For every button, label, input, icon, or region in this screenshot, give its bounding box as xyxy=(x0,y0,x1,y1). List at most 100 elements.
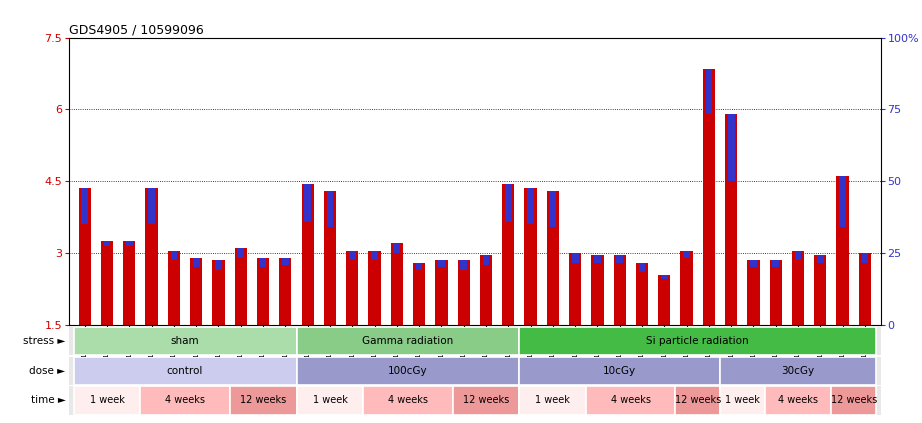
Bar xyxy=(297,386,363,415)
Bar xyxy=(74,327,297,355)
Text: dose ►: dose ► xyxy=(30,366,65,376)
Bar xyxy=(435,260,447,325)
Bar xyxy=(372,251,378,260)
Bar xyxy=(369,251,381,325)
Text: 12 weeks: 12 weeks xyxy=(831,396,877,405)
Bar xyxy=(100,241,113,325)
Bar xyxy=(282,258,289,265)
Bar xyxy=(569,253,581,325)
Bar xyxy=(257,258,269,325)
Bar xyxy=(148,188,155,224)
Text: 10cGy: 10cGy xyxy=(603,366,636,376)
Bar xyxy=(817,255,823,263)
Bar xyxy=(140,386,230,415)
Bar xyxy=(836,176,849,325)
Text: 1 week: 1 week xyxy=(536,396,571,405)
Text: GDS4905 / 10599096: GDS4905 / 10599096 xyxy=(69,24,204,36)
Bar xyxy=(460,260,467,270)
Text: 12 weeks: 12 weeks xyxy=(240,396,286,405)
Bar xyxy=(527,188,534,224)
Bar xyxy=(502,184,514,325)
Bar xyxy=(505,184,512,222)
Bar xyxy=(764,386,832,415)
Bar xyxy=(636,263,648,325)
Bar xyxy=(193,258,199,267)
Bar xyxy=(326,191,334,227)
Bar xyxy=(171,251,177,260)
Bar xyxy=(438,260,444,267)
Bar xyxy=(190,258,202,325)
Bar xyxy=(453,386,519,415)
Bar xyxy=(81,188,89,224)
Bar xyxy=(519,386,586,415)
Bar xyxy=(720,357,876,385)
Bar xyxy=(237,248,244,258)
Text: stress ►: stress ► xyxy=(23,336,65,346)
Bar xyxy=(301,184,313,325)
Bar xyxy=(74,386,140,415)
Bar xyxy=(297,357,519,385)
Bar xyxy=(639,263,645,272)
Bar xyxy=(215,260,222,270)
Bar xyxy=(586,386,676,415)
Bar xyxy=(725,114,738,325)
Bar xyxy=(858,253,871,325)
Text: 1 week: 1 week xyxy=(89,396,124,405)
Bar xyxy=(74,357,297,385)
Bar xyxy=(124,241,136,325)
Bar xyxy=(230,386,297,415)
Bar xyxy=(770,260,782,325)
Bar xyxy=(680,251,692,325)
Bar xyxy=(839,176,846,227)
Bar xyxy=(751,260,757,267)
Bar xyxy=(146,188,158,325)
Bar xyxy=(324,191,337,325)
Bar xyxy=(297,327,519,355)
Bar xyxy=(413,263,425,325)
Bar xyxy=(260,258,266,267)
Text: 30cGy: 30cGy xyxy=(782,366,815,376)
Text: 4 weeks: 4 weeks xyxy=(778,396,818,405)
Bar xyxy=(795,251,801,260)
Bar xyxy=(394,244,400,253)
Bar xyxy=(773,260,779,267)
Bar xyxy=(613,255,626,325)
Bar xyxy=(304,184,311,222)
Text: 4 weeks: 4 weeks xyxy=(165,396,205,405)
Bar xyxy=(591,255,604,325)
Bar xyxy=(861,253,869,263)
Bar xyxy=(457,260,470,325)
Bar xyxy=(572,253,578,263)
Bar xyxy=(676,386,720,415)
Bar xyxy=(103,241,111,246)
Bar xyxy=(349,251,356,260)
Text: 12 weeks: 12 weeks xyxy=(675,396,721,405)
Bar xyxy=(78,188,91,325)
Bar xyxy=(550,191,556,227)
Text: 100cGy: 100cGy xyxy=(388,366,428,376)
Bar xyxy=(683,251,690,258)
Bar xyxy=(279,258,291,325)
Bar xyxy=(235,248,247,325)
Bar xyxy=(703,69,715,325)
Bar xyxy=(658,275,670,325)
Bar xyxy=(727,114,735,181)
Text: control: control xyxy=(167,366,203,376)
Text: 4 weeks: 4 weeks xyxy=(611,396,651,405)
Bar xyxy=(792,251,804,325)
Bar xyxy=(748,260,760,325)
Bar xyxy=(519,327,876,355)
Bar xyxy=(168,251,180,325)
Bar xyxy=(616,255,623,263)
Bar xyxy=(814,255,826,325)
Text: time ►: time ► xyxy=(30,396,65,405)
Bar xyxy=(832,386,876,415)
Bar xyxy=(416,263,422,270)
Text: 1 week: 1 week xyxy=(313,396,348,405)
Bar xyxy=(547,191,559,325)
Bar xyxy=(594,255,601,263)
Bar xyxy=(661,275,668,279)
Bar xyxy=(363,386,453,415)
Text: 12 weeks: 12 weeks xyxy=(463,396,509,405)
Bar xyxy=(126,241,133,246)
